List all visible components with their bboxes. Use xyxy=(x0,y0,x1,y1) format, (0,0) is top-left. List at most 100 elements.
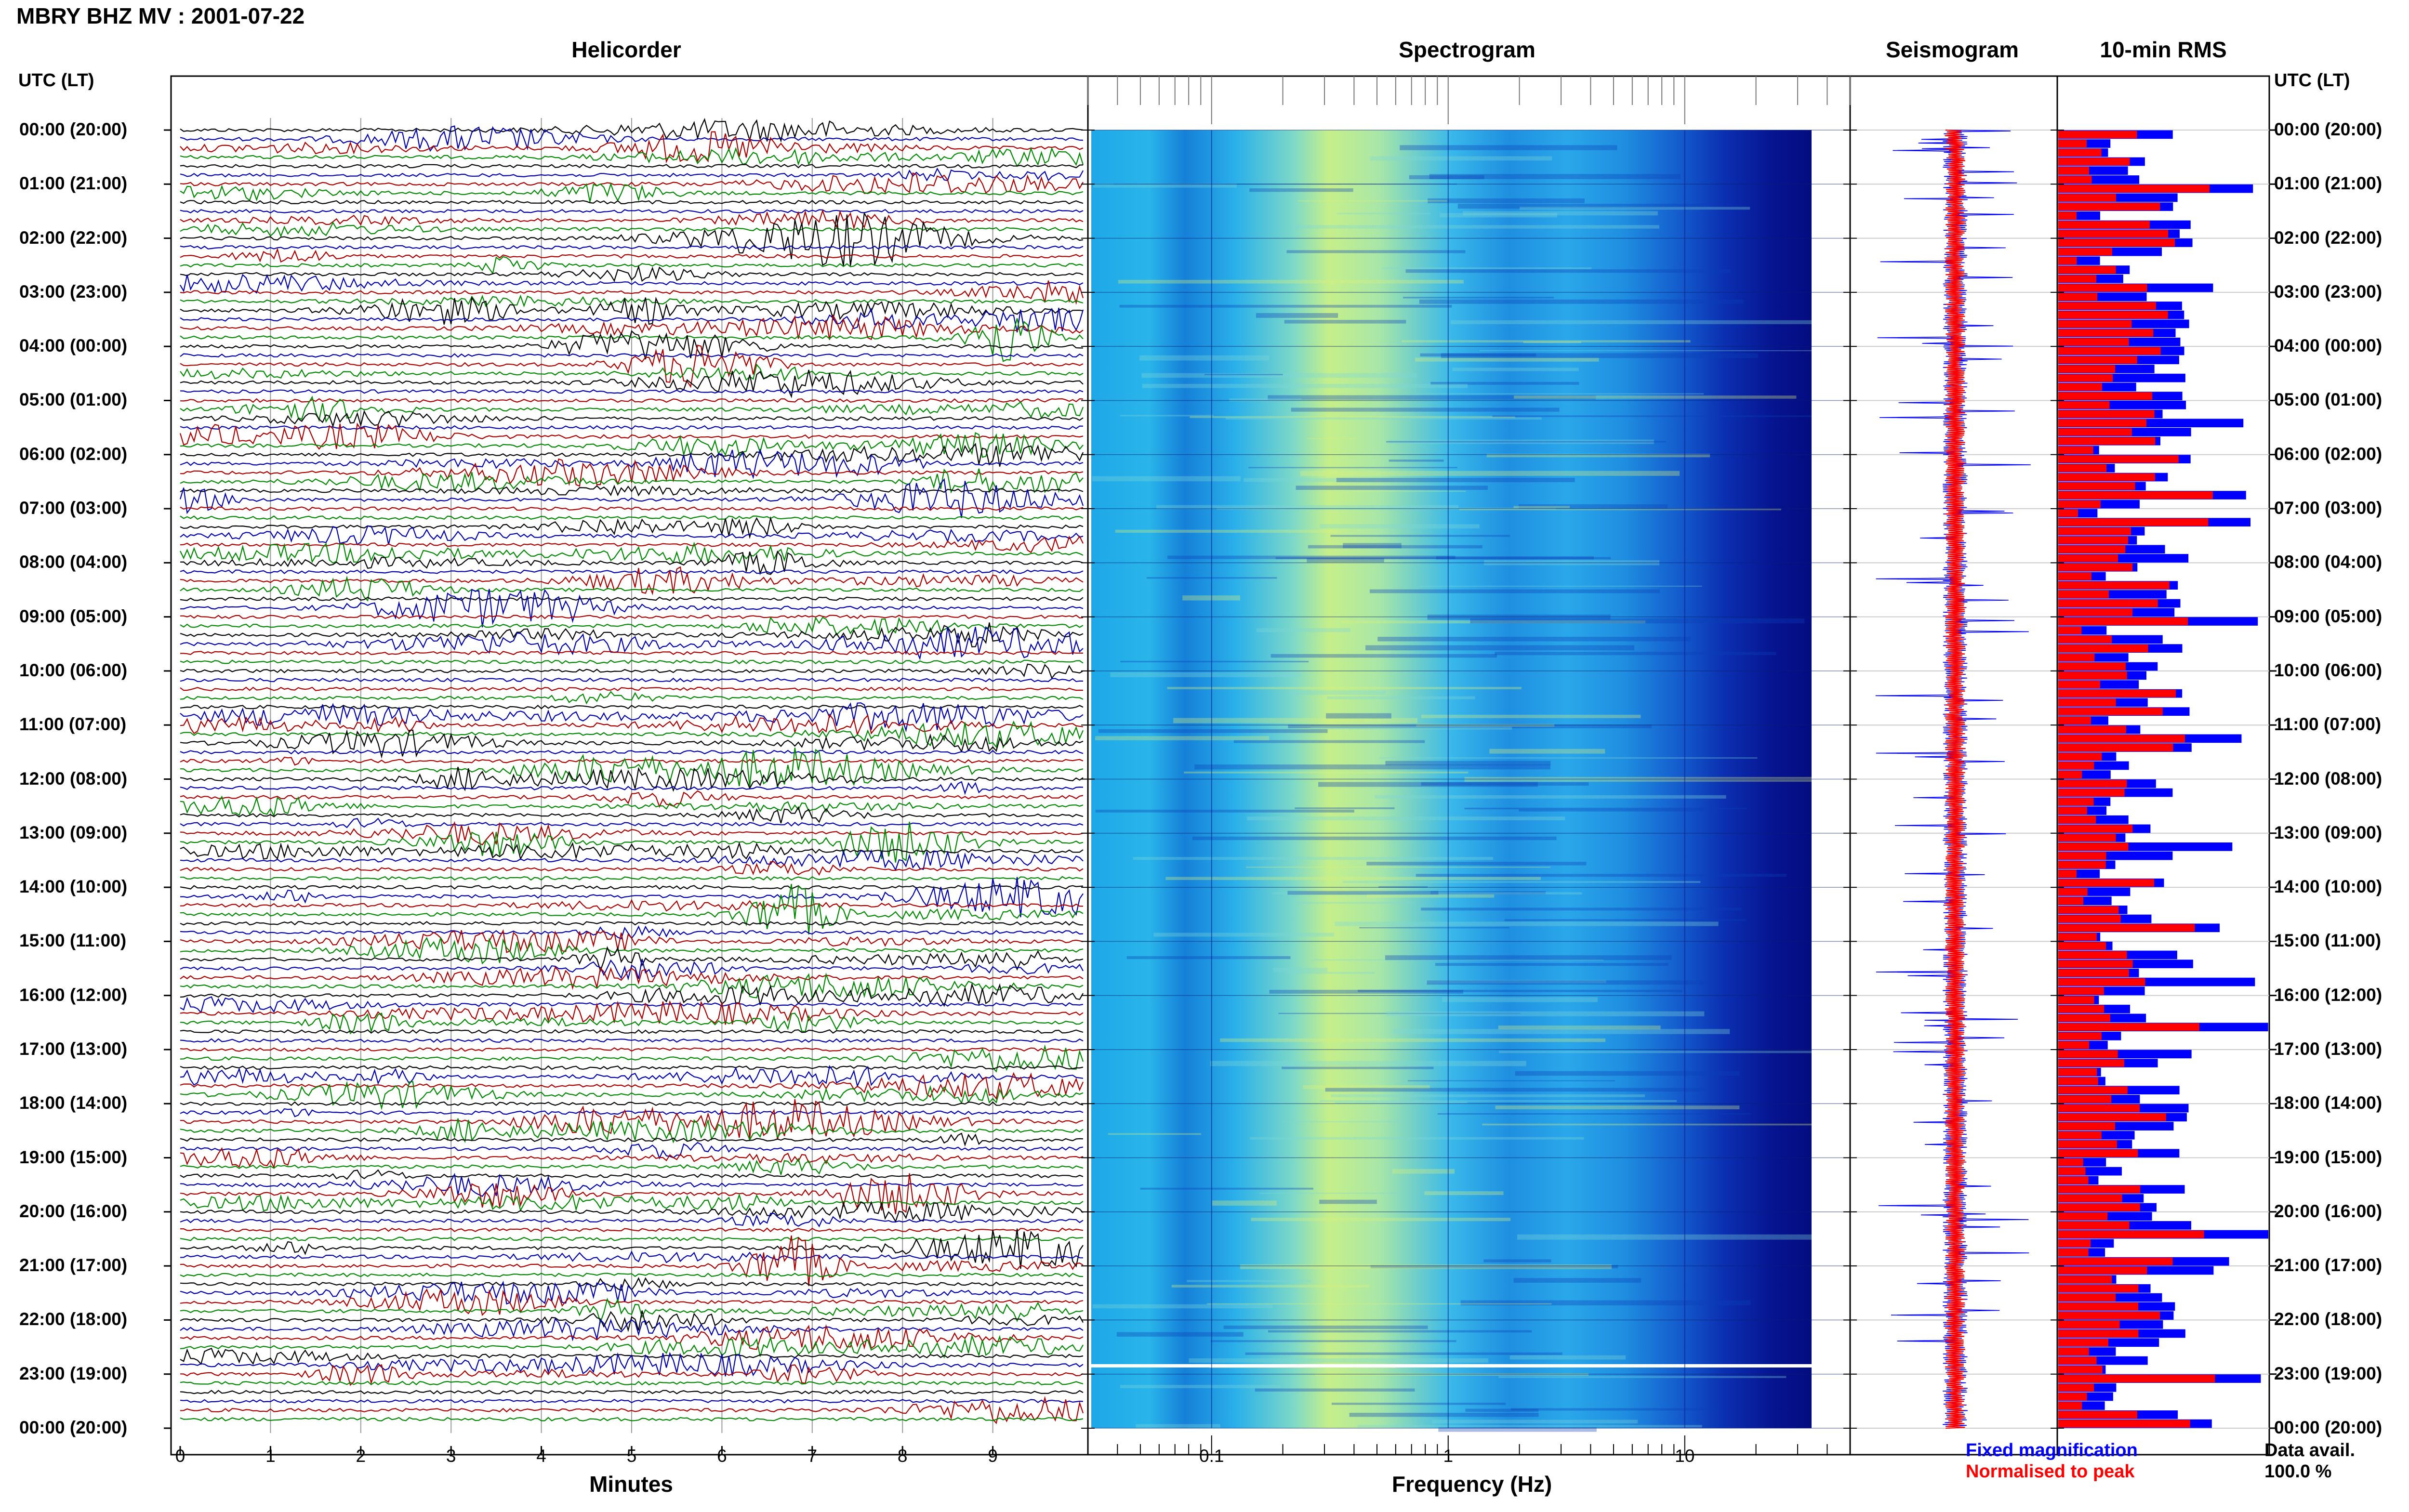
rms-bar-normalised xyxy=(2058,590,2109,598)
spectrogram-band xyxy=(1375,795,1726,799)
helicorder-trace xyxy=(180,885,1084,890)
helicorder-trace xyxy=(180,167,1084,182)
helicorder-trace xyxy=(180,720,1084,749)
spectrogram-band xyxy=(1486,454,1710,458)
time-label: 02:00 (22:00) xyxy=(2274,227,2383,248)
time-label: 16:00 (12:00) xyxy=(19,985,128,1005)
helicorder-trace xyxy=(180,966,1084,990)
rms-bar-normalised xyxy=(2058,1257,2173,1265)
helicorder-trace xyxy=(180,821,1084,863)
spectrogram-band xyxy=(1095,809,1354,813)
spectrogram-band xyxy=(1464,807,1747,810)
spectrogram-band xyxy=(1259,1192,1400,1194)
rms-bar-normalised xyxy=(2058,455,2179,463)
page-title: MBRY BHZ MV : 2001-07-22 xyxy=(16,3,305,28)
rms-bar-normalised xyxy=(2058,1239,2091,1248)
time-label: 18:00 (14:00) xyxy=(2274,1093,2383,1113)
spectrogram-band xyxy=(1187,1280,1311,1282)
helicorder-trace xyxy=(180,395,1084,423)
rms-bar-normalised xyxy=(2058,1339,2109,1347)
spectrogram-band xyxy=(1385,761,1551,765)
rms-bar-normalised xyxy=(2058,545,2126,553)
time-label: 17:00 (13:00) xyxy=(2274,1039,2383,1059)
spectrogram-band xyxy=(1436,556,1594,560)
spectrogram-band xyxy=(1393,1029,1730,1034)
rms-bar-normalised xyxy=(2058,401,2110,409)
spectrogram-band xyxy=(1251,1218,1511,1222)
helicorder-trace xyxy=(180,550,1084,576)
rms-bar-normalised xyxy=(2058,527,2131,535)
rms-bar-normalised xyxy=(2058,681,2100,688)
time-label: 00:00 (20:00) xyxy=(2274,1418,2383,1437)
spectrogram-band xyxy=(1142,383,1468,388)
spectrogram-band xyxy=(1498,1026,1661,1029)
spectrogram-band xyxy=(1092,1304,1273,1309)
helicorder-trace xyxy=(180,118,1084,143)
rms-bar-normalised xyxy=(2058,356,2137,364)
helicorder-trace xyxy=(180,677,1084,683)
helicorder-trace xyxy=(180,748,1084,789)
time-label: 15:00 (11:00) xyxy=(19,931,127,951)
rms-bar-normalised xyxy=(2058,374,2113,382)
spectrogram-band xyxy=(1389,460,1444,462)
rms-bar-normalised xyxy=(2058,626,2082,634)
spectrogram-band xyxy=(1303,1085,1430,1089)
spectrogram-band xyxy=(1194,764,1550,770)
spectrogram-band xyxy=(1140,1187,1313,1190)
spectrogram-band xyxy=(1386,441,1667,443)
spectrogram-band xyxy=(1093,183,1237,188)
helicorder-trace xyxy=(180,1399,1084,1404)
helicorder-trace xyxy=(180,702,1084,733)
rms-bar-normalised xyxy=(2058,834,2116,842)
legend-fixed-magnification: Fixed magnification xyxy=(1966,1440,2138,1461)
time-label: 18:00 (14:00) xyxy=(19,1093,128,1113)
rms-bar-normalised xyxy=(2058,1249,2089,1256)
spectrogram-band xyxy=(1092,476,1241,482)
spectrogram-band xyxy=(1405,269,1731,273)
spectrogram-band xyxy=(1207,1303,1552,1305)
spectrogram-band xyxy=(1284,320,1406,324)
rms-bar-normalised xyxy=(2058,1302,2139,1311)
rms-bar-normalised xyxy=(2058,780,2127,788)
x-tick-label: 4 xyxy=(536,1446,546,1466)
rms-bar-normalised xyxy=(2058,1411,2137,1419)
rms-bar-normalised xyxy=(2058,969,2129,977)
helicorder-trace xyxy=(180,1044,1084,1073)
rms-bar-normalised xyxy=(2058,464,2107,472)
time-label: 14:00 (10:00) xyxy=(2274,877,2383,897)
spectrogram-band xyxy=(1297,902,1415,904)
time-label: 12:00 (08:00) xyxy=(19,768,128,789)
helicorder-trace xyxy=(180,389,1084,394)
helicorder-trace xyxy=(180,442,1084,467)
spectrogram-band xyxy=(1223,1325,1428,1329)
spectrogram-band xyxy=(1245,1352,1562,1355)
time-label: 22:00 (18:00) xyxy=(2274,1309,2383,1329)
helicorder-trace xyxy=(180,929,1084,953)
rms-bar-normalised xyxy=(2058,825,2133,833)
rms-bar-normalised xyxy=(2058,870,2077,878)
spectrogram-band xyxy=(1457,204,1707,209)
rms-bar-normalised xyxy=(2058,1077,2098,1085)
rms-bar-normalised xyxy=(2058,1366,2103,1374)
spectrogram-band xyxy=(1366,894,1495,898)
spectrogram-band xyxy=(1365,645,1635,651)
helicorder-trace xyxy=(180,515,1084,520)
rms-bar-normalised xyxy=(2058,473,2155,481)
helicorder-trace xyxy=(180,686,1084,692)
spectrogram-band xyxy=(1118,280,1464,284)
spectrogram-band xyxy=(1171,1285,1370,1288)
rms-bar-normalised xyxy=(2058,446,2093,454)
rms-bar-normalised xyxy=(2058,1149,2138,1157)
helicorder-trace xyxy=(180,982,1084,1007)
helicorder-trace xyxy=(180,1317,1084,1341)
spectrogram-band xyxy=(1419,299,1744,304)
rms-bar-normalised xyxy=(2058,987,2104,995)
spectrogram-band xyxy=(1210,1340,1456,1342)
helicorder-trace xyxy=(180,757,1084,766)
helicorder-trace xyxy=(180,622,1084,648)
spectrogram-band xyxy=(1286,250,1466,253)
rms-title: 10-min RMS xyxy=(2100,37,2227,62)
spectrogram-band xyxy=(1311,959,1604,961)
helicorder-trace xyxy=(180,566,1084,595)
spectrogram-band xyxy=(1156,505,1458,509)
